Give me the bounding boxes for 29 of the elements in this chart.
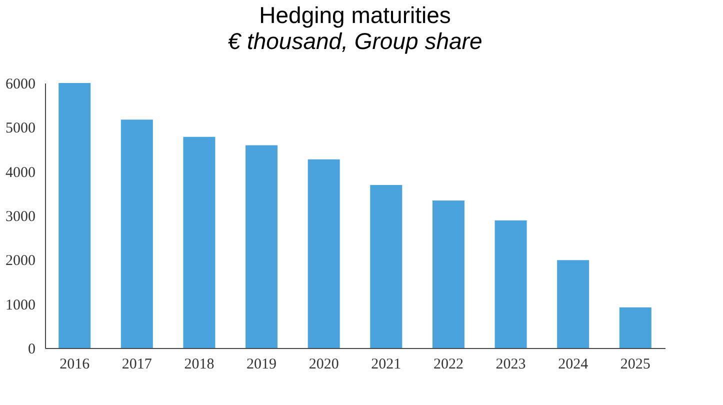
bar xyxy=(370,185,402,348)
y-tick-label: 3000 xyxy=(6,209,36,225)
bar xyxy=(619,307,652,348)
x-tick-label: 2024 xyxy=(558,356,589,372)
x-tick-label: 2019 xyxy=(246,356,277,372)
x-tick-label: 2022 xyxy=(433,356,464,372)
bar xyxy=(308,159,340,348)
bar xyxy=(432,200,464,348)
x-tick-label: 2021 xyxy=(371,356,402,372)
bar xyxy=(246,145,278,348)
bar xyxy=(58,83,91,348)
x-tick-label: 2023 xyxy=(496,356,526,372)
y-tick-label: 1000 xyxy=(6,297,36,314)
x-tick-label: 2018 xyxy=(184,356,214,372)
bar xyxy=(494,220,527,348)
bar xyxy=(557,260,590,348)
y-tick-label: 5000 xyxy=(6,120,36,137)
y-tick-label: 0 xyxy=(28,342,36,358)
chart-subtitle: € thousand, Group share xyxy=(228,28,482,54)
y-tick-label: 4000 xyxy=(6,164,36,181)
x-tick-label: 2020 xyxy=(308,356,339,372)
x-tick-label: 2025 xyxy=(620,356,650,372)
chart-title: Hedging maturities xyxy=(259,2,451,28)
y-tick-label: 6000 xyxy=(6,76,36,92)
bar xyxy=(183,136,216,348)
x-tick-label: 2017 xyxy=(122,356,152,372)
bar xyxy=(120,120,153,348)
y-tick-label: 2000 xyxy=(6,253,36,270)
x-tick-label: 2016 xyxy=(60,356,90,372)
